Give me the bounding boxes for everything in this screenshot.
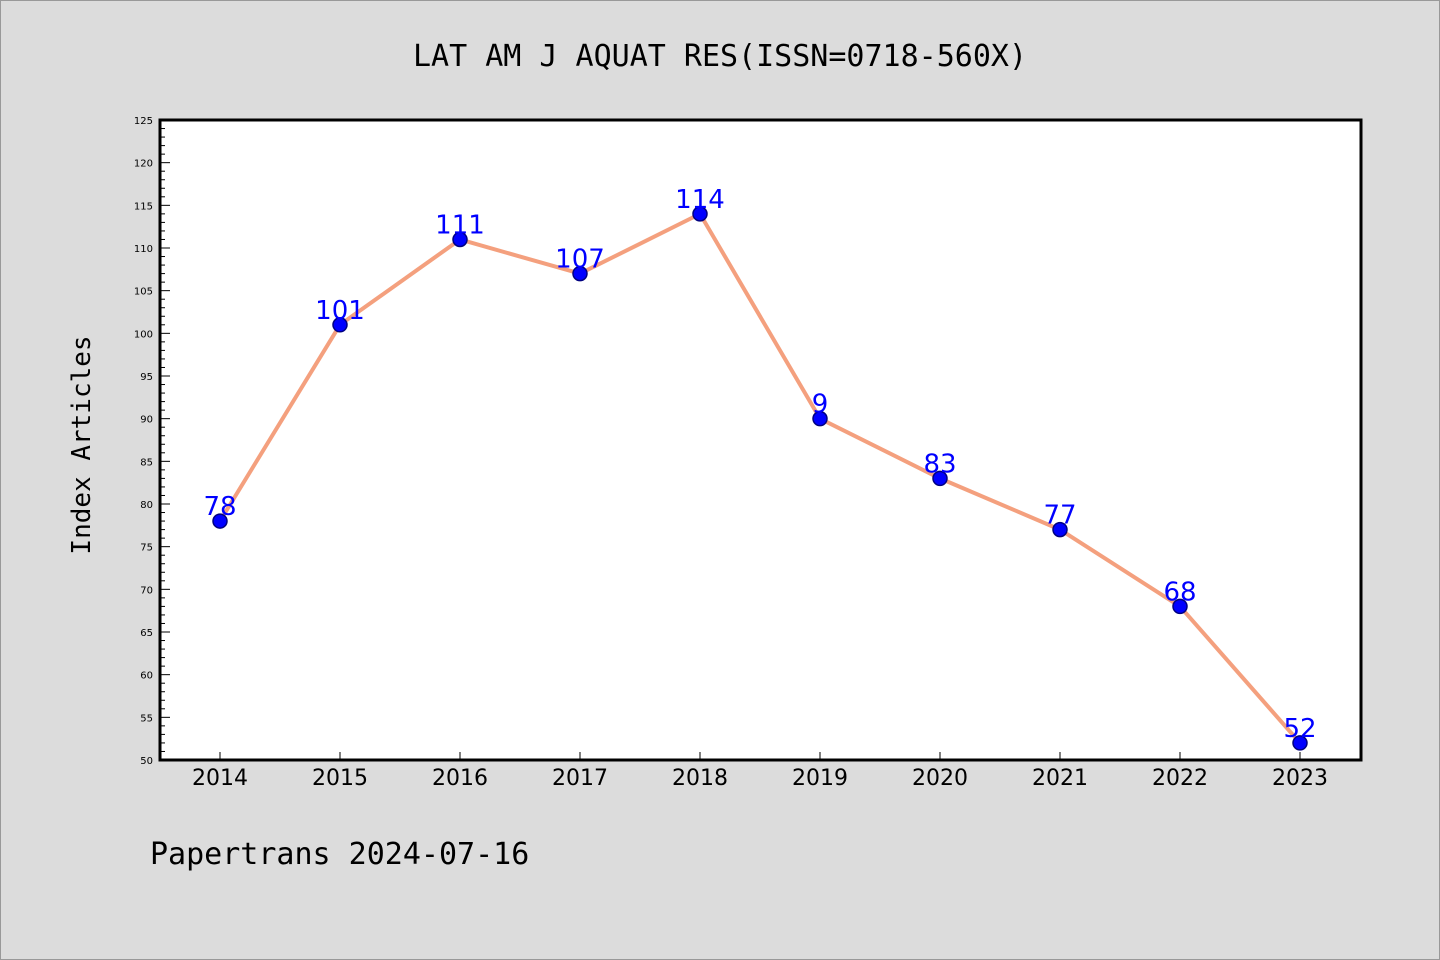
- data-label: 114: [675, 185, 725, 215]
- data-point: [1172, 598, 1188, 615]
- x-tick-label: 2017: [552, 766, 608, 791]
- series-line: [218, 211, 1302, 745]
- y-tick-label: 90: [140, 415, 153, 426]
- y-tick-label: 95: [140, 372, 153, 383]
- x-tick-label: 2015: [312, 766, 368, 791]
- data-label: 111: [435, 210, 485, 240]
- data-label: 9: [812, 390, 829, 420]
- x-tick-label: 2021: [1032, 766, 1088, 791]
- y-tick-label: 80: [140, 500, 153, 511]
- data-point: [572, 265, 588, 282]
- data-point: [1292, 735, 1308, 751]
- plot-border: [158, 118, 1363, 762]
- x-axis: 2014 2015 2016 2017 2018 2019 2020 2021 2022 2023: [192, 752, 1328, 791]
- x-tick-label: 2014: [192, 766, 248, 791]
- x-tick-label: 2016: [432, 766, 488, 791]
- data-label: 77: [1043, 501, 1076, 531]
- y-tick-label: 55: [140, 713, 153, 724]
- data-point: [212, 513, 228, 529]
- y-tick-label: 110: [134, 244, 153, 255]
- y-tick-label: 85: [140, 457, 153, 468]
- data-label: 68: [1163, 577, 1196, 607]
- data-point: [332, 317, 348, 333]
- y-tick-label: 125: [134, 116, 153, 127]
- x-tick-label: 2022: [1152, 766, 1208, 791]
- y-tick-label: 50: [140, 756, 153, 767]
- data-point: [692, 206, 708, 222]
- y-tick-label: 100: [134, 329, 153, 340]
- data-markers: [212, 206, 1308, 751]
- data-label: 52: [1283, 714, 1316, 744]
- data-point: [932, 470, 948, 487]
- data-point: [1052, 521, 1068, 538]
- data-point: [812, 410, 828, 427]
- y-tick-label: 70: [140, 585, 153, 596]
- chart-title: LAT AM J AQUAT RES(ISSN=0718-560X): [413, 39, 1027, 74]
- footer-text: Papertrans 2024-07-16: [150, 837, 529, 872]
- data-labels: 78 101 111 107 114 9 83 77 68 52: [203, 185, 1316, 744]
- data-label: 83: [923, 449, 956, 479]
- y-tick-label: 120: [134, 159, 153, 170]
- y-axis-title: Index Articles: [67, 335, 97, 554]
- plot-area: [160, 120, 1361, 760]
- data-label: 78: [203, 492, 236, 522]
- data-label: 101: [315, 296, 365, 326]
- data-label: 107: [555, 245, 605, 275]
- y-tick-label: 115: [134, 201, 153, 212]
- x-tick-label: 2018: [672, 766, 728, 791]
- y-tick-label: 65: [140, 628, 153, 639]
- x-tick-label: 2023: [1272, 766, 1328, 791]
- data-point: [452, 231, 468, 248]
- x-tick-label: 2019: [792, 766, 848, 791]
- x-tick-label: 2020: [912, 766, 968, 791]
- y-tick-label: 75: [140, 543, 153, 554]
- y-tick-label: 60: [140, 671, 153, 682]
- y-tick-label: 105: [134, 287, 153, 298]
